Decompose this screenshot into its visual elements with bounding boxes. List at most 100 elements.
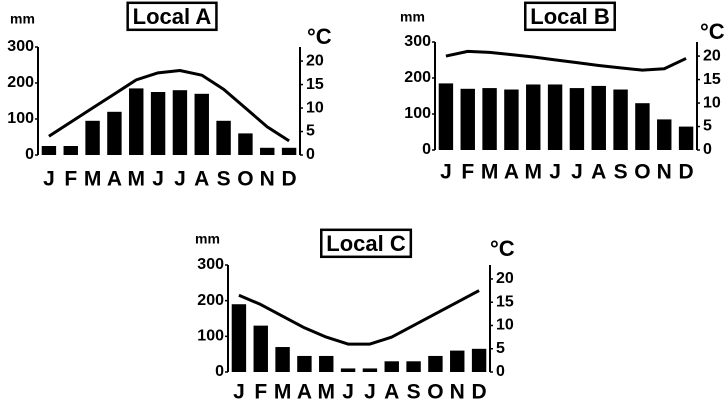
x-tick-label: A (194, 168, 209, 191)
temperature-line (238, 289, 480, 346)
x-tick-label: J (233, 381, 245, 404)
y2-tick-label: 15 (703, 71, 721, 88)
y-tick-label: 100 (197, 328, 224, 345)
precipitation-bar (482, 88, 497, 150)
precipitation-bar (406, 361, 421, 372)
x-tick-label: D (678, 161, 693, 184)
precipitation-bar (504, 89, 519, 150)
precipitation-bar (41, 146, 57, 155)
y-axis-label: mm (10, 11, 35, 27)
y2-tick-label: 10 (496, 317, 514, 334)
y-tick-label: 100 (7, 110, 34, 127)
y-tick-label: 200 (404, 69, 431, 86)
x-tick-label: J (440, 161, 452, 184)
x-tick-label: J (571, 161, 583, 184)
precipitation-bar (275, 347, 290, 372)
precipitation-bar (384, 361, 399, 372)
x-tick-label: M (274, 381, 292, 404)
x-tick-label: N (260, 168, 275, 191)
y-tick-label: 0 (215, 363, 224, 380)
y2-axis-label: °C (700, 19, 725, 44)
chart-title: Local A (133, 4, 212, 29)
y-tick-label: 300 (197, 256, 224, 273)
x-tick-label: S (614, 161, 628, 184)
x-tick-label: N (450, 381, 465, 404)
y-tick-label: 0 (422, 141, 431, 158)
x-tick-label: M (481, 161, 499, 184)
precipitation-bar (281, 147, 297, 155)
y2-tick-label: 5 (306, 123, 315, 140)
y-axis-label: mm (400, 9, 425, 25)
precipitation-bar (635, 103, 650, 150)
y2-tick-label: 15 (496, 293, 514, 310)
title-box (320, 228, 413, 259)
x-tick-label: A (297, 381, 312, 404)
precipitation-bar (231, 304, 247, 372)
x-tick-label: S (217, 168, 231, 191)
x-tick-label: J (174, 168, 186, 191)
x-tick-label: J (364, 381, 376, 404)
x-tick-label: D (281, 168, 296, 191)
x-tick-label: A (107, 168, 122, 191)
chart-title: Local C (326, 231, 406, 256)
x-tick-label: S (407, 381, 421, 404)
precipitation-bar (107, 111, 122, 155)
x-tick-label: O (427, 381, 443, 404)
y2-tick-label: 5 (496, 340, 505, 357)
chart-title: Local B (530, 4, 609, 29)
x-tick-label: A (504, 161, 519, 184)
x-tick-label: M (128, 168, 146, 191)
precipitation-bar (63, 146, 78, 155)
precipitation-bar (129, 88, 144, 155)
x-tick-label: A (384, 381, 399, 404)
x-tick-label: J (549, 161, 561, 184)
title-box (524, 1, 616, 32)
precipitation-bar (260, 147, 275, 155)
y2-tick-label: 0 (703, 141, 712, 158)
y2-tick-label: 20 (703, 47, 721, 64)
precipitation-bar (340, 368, 356, 372)
x-tick-label: D (471, 381, 486, 404)
y2-tick-label: 10 (703, 94, 721, 111)
x-tick-label: M (525, 161, 543, 184)
y-tick-label: 300 (404, 33, 431, 50)
y2-tick-label: 20 (496, 270, 514, 287)
precipitation-bar (569, 88, 585, 150)
y-tick-label: 100 (404, 105, 431, 122)
y2-axis-label: °C (307, 24, 332, 49)
y-tick-label: 200 (197, 292, 224, 309)
x-tick-label: J (43, 168, 55, 191)
precipitation-bar (438, 83, 454, 150)
precipitation-bar (547, 84, 563, 150)
precipitation-bar (428, 355, 443, 372)
x-tick-label: O (237, 168, 253, 191)
precipitation-bar (194, 93, 209, 155)
precipitation-bar (657, 119, 672, 150)
precipitation-bar (471, 348, 487, 372)
y2-tick-label: 0 (496, 363, 505, 380)
precipitation-bar (450, 350, 465, 372)
x-tick-label: F (254, 381, 267, 404)
y2-tick-label: 5 (703, 118, 712, 135)
y-tick-label: 200 (7, 74, 34, 91)
y2-tick-label: 15 (306, 76, 324, 93)
precipitation-bar (526, 84, 541, 150)
x-tick-label: F (461, 161, 474, 184)
x-tick-label: M (318, 381, 336, 404)
precipitation-bar (591, 85, 606, 150)
x-tick-label: J (342, 381, 354, 404)
precipitation-bar (297, 355, 312, 372)
x-tick-label: J (152, 168, 164, 191)
precipitation-bar (216, 120, 231, 155)
y2-axis-label: °C (490, 236, 515, 261)
x-tick-label: O (634, 161, 650, 184)
precipitation-bar (460, 88, 475, 150)
y2-tick-label: 20 (306, 52, 324, 69)
precipitation-bar (85, 120, 100, 155)
y2-tick-label: 10 (306, 99, 324, 116)
precipitation-bar (613, 89, 628, 150)
y-tick-label: 300 (7, 38, 34, 55)
temperature-line (445, 49, 687, 72)
title-box (126, 1, 218, 32)
